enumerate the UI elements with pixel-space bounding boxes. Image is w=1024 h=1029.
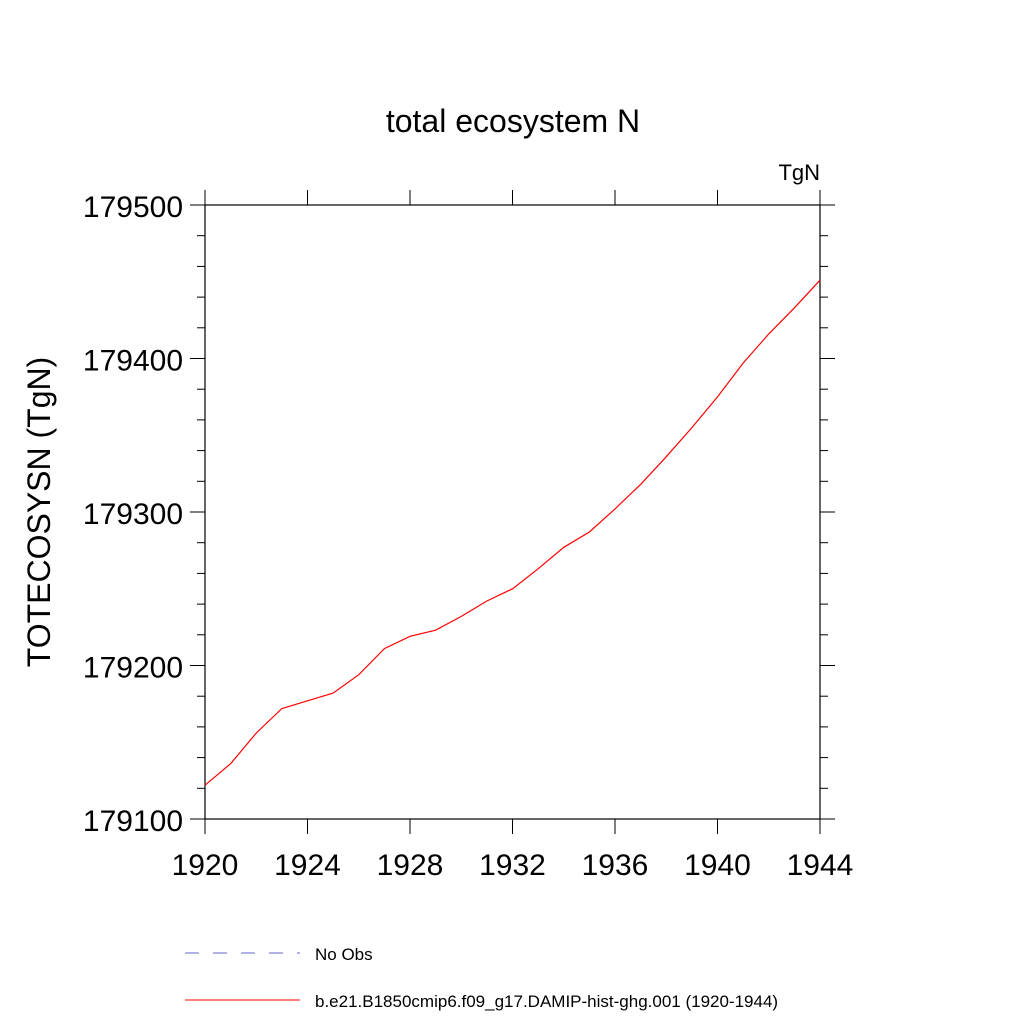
legend-label: b.e21.B1850cmip6.f09_g17.DAMIP-hist-ghg.… [315,992,778,1011]
x-tick-label: 1940 [684,849,751,882]
x-tick-label: 1920 [172,849,239,882]
y-tick-label: 179400 [83,345,183,378]
tick-labels: 179100 179200 179300 179400 179500 1920 1924 19… [83,191,853,882]
series-line [204,279,821,786]
y-tick-label: 179100 [83,805,183,838]
x-tick-label: 1928 [377,849,444,882]
y-tick-label: 179500 [83,191,183,224]
x-tick-label: 1924 [274,849,341,882]
y-axis-label: TOTECOSYSN (TgN) [21,357,57,668]
x-tick-label: 1944 [787,849,854,882]
axis-ticks [190,190,835,834]
series-lines [204,279,821,786]
y-tick-label: 179300 [83,498,183,531]
legend-label: No Obs [315,945,373,964]
y-tick-label: 179200 [83,652,183,685]
chart-title: total ecosystem N [386,103,640,139]
plot-frame [204,204,821,820]
x-tick-label: 1936 [582,849,649,882]
units-label: TgN [778,160,820,185]
x-tick-label: 1932 [479,849,546,882]
legend: No Obs b.e21.B1850cmip6.f09_g17.DAMIP-his… [185,945,778,1011]
